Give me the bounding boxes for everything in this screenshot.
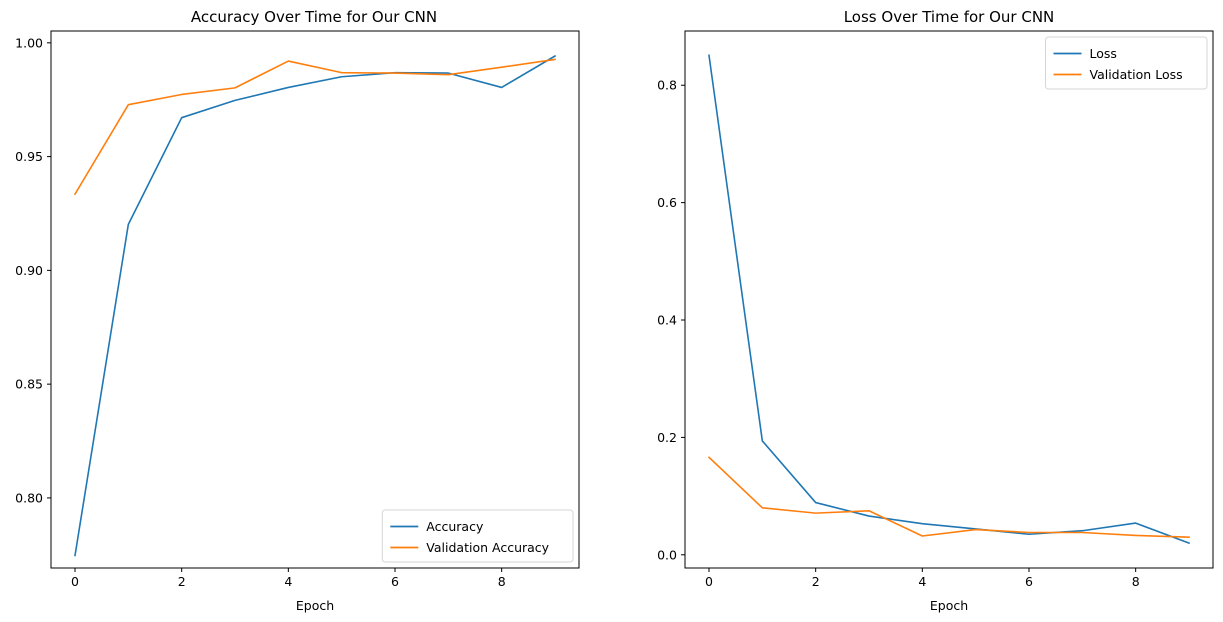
loss-y-tick-label: 0.4	[657, 313, 677, 328]
accuracy-x-tick-label: 2	[178, 574, 186, 589]
loss-y-tick-label: 0.8	[657, 78, 677, 93]
loss-legend-label: Loss	[1090, 46, 1117, 61]
loss-y-tick-label: 0.0	[657, 547, 677, 562]
accuracy-y-tick-label: 0.85	[15, 377, 43, 392]
loss-legend-label: Validation Loss	[1090, 67, 1183, 82]
loss-x-tick-label: 6	[1025, 574, 1033, 589]
accuracy-x-tick-label: 4	[284, 574, 292, 589]
accuracy-y-tick-label: 0.95	[15, 149, 43, 164]
loss-legend: Loss Validation Loss	[1045, 36, 1208, 90]
accuracy-plot-area	[51, 31, 579, 568]
loss-x-tick-label: 4	[918, 574, 926, 589]
loss-chart: Loss Over Time for Our CNN 0 2 4 6 8 0.0 0.2 0.…	[657, 8, 1214, 613]
accuracy-legend: Accuracy Validation Accuracy	[381, 509, 574, 563]
accuracy-plot-frame	[50, 30, 580, 569]
loss-x-tick-label: 8	[1132, 574, 1140, 589]
accuracy-legend-label: Accuracy	[426, 519, 484, 534]
accuracy-legend-label: Validation Accuracy	[426, 540, 549, 555]
accuracy-x-axis-label: Epoch	[296, 598, 334, 613]
loss-x-tick-label: 2	[812, 574, 820, 589]
accuracy-x-tick-label: 8	[498, 574, 506, 589]
loss-chart-title: Loss Over Time for Our CNN	[844, 8, 1055, 26]
accuracy-y-tick-label: 0.80	[15, 490, 43, 505]
accuracy-series-line-accuracy	[74, 54, 557, 557]
loss-plot-area	[685, 31, 1213, 568]
loss-series-line-loss	[708, 54, 1191, 545]
accuracy-series-line-validation-accuracy	[73, 58, 556, 196]
loss-x-axis-label: Epoch	[930, 598, 968, 613]
loss-legend-box	[1045, 36, 1208, 90]
accuracy-x-tick-label: 6	[391, 574, 399, 589]
loss-plot-frame	[684, 30, 1214, 569]
loss-series-line-validation-loss	[707, 456, 1190, 539]
accuracy-x-tick-label: 0	[71, 574, 79, 589]
accuracy-chart-title: Accuracy Over Time for Our CNN	[191, 8, 437, 26]
loss-y-tick-label: 0.6	[657, 195, 677, 210]
loss-y-tick-label: 0.2	[657, 430, 677, 445]
accuracy-y-tick-label: 1.00	[15, 35, 43, 50]
loss-x-tick-label: 0	[705, 574, 713, 589]
accuracy-legend-box	[381, 509, 574, 563]
accuracy-y-tick-label: 0.90	[15, 263, 43, 278]
accuracy-chart: Accuracy Over Time for Our CNN 0 2 4 6 8 0.80…	[15, 8, 580, 613]
